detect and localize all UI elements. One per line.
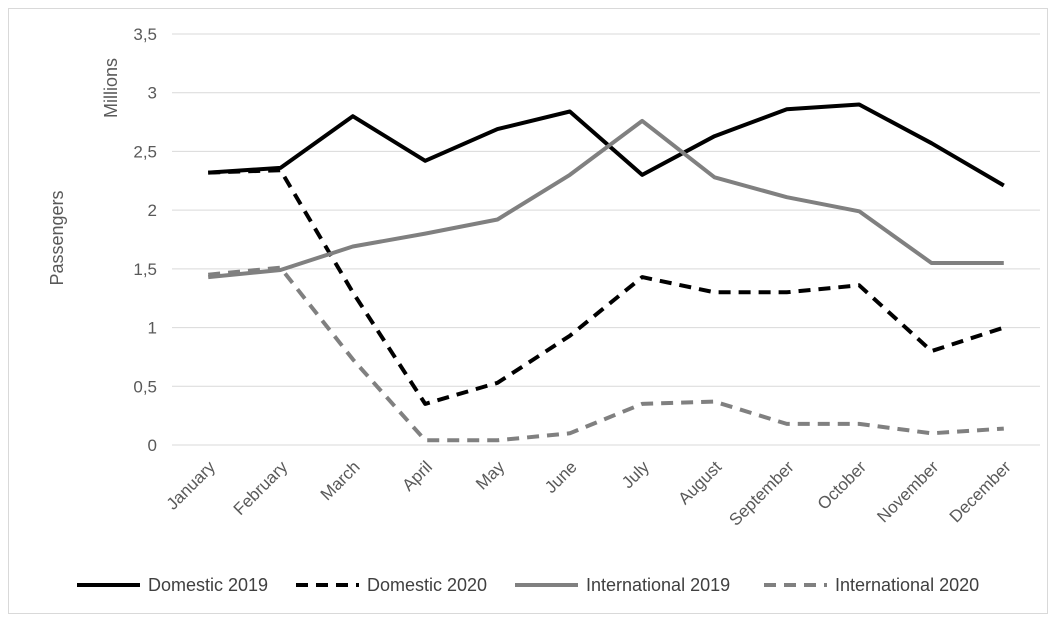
series-line-4 xyxy=(208,265,1004,443)
legend: Domestic 2019 Domestic 2020 International … xyxy=(77,575,979,595)
y-tick-label: 1,5 xyxy=(133,260,157,279)
y-axis-unit-label: Millions xyxy=(101,58,121,118)
x-tick-label: March xyxy=(317,457,364,504)
x-tick-label: October xyxy=(814,457,870,513)
series-line-2 xyxy=(208,168,1005,406)
legend-label: Domestic 2020 xyxy=(367,575,487,595)
x-tick-label: April xyxy=(399,457,436,494)
x-tick-label: June xyxy=(541,457,581,497)
x-tick-label: February xyxy=(230,457,292,519)
y-tick-label: 3 xyxy=(148,84,157,103)
y-tick-label: 1 xyxy=(148,319,157,338)
y-tick-label: 3,5 xyxy=(133,25,157,44)
x-tick-label: November xyxy=(873,457,942,526)
y-tick-label: 2 xyxy=(148,201,157,220)
y-tick-label: 0,5 xyxy=(133,377,157,396)
legend-label: International 2019 xyxy=(586,575,730,595)
y-tick-label: 2,5 xyxy=(133,142,157,161)
series-lines xyxy=(208,102,1005,443)
chart-frame xyxy=(8,8,1048,614)
x-tick-label: August xyxy=(674,457,725,508)
x-tick-label: December xyxy=(946,457,1015,526)
x-tick-label: May xyxy=(472,457,508,493)
legend-label: Domestic 2019 xyxy=(148,575,268,595)
x-axis-ticks: January February March April May June July Augu… xyxy=(163,457,1015,530)
series-line-3 xyxy=(208,118,1004,280)
series-line-1 xyxy=(208,102,1005,188)
gridlines xyxy=(172,33,1040,446)
y-axis-title: Passengers xyxy=(47,190,67,285)
x-tick-label: September xyxy=(725,457,797,529)
y-tick-label: 0 xyxy=(148,436,157,455)
x-tick-label: January xyxy=(163,457,220,514)
x-tick-label: July xyxy=(618,457,653,492)
legend-label: International 2020 xyxy=(835,575,979,595)
y-axis-ticks: 0 0,5 1 1,5 2 2,5 3 3,5 xyxy=(133,25,157,455)
